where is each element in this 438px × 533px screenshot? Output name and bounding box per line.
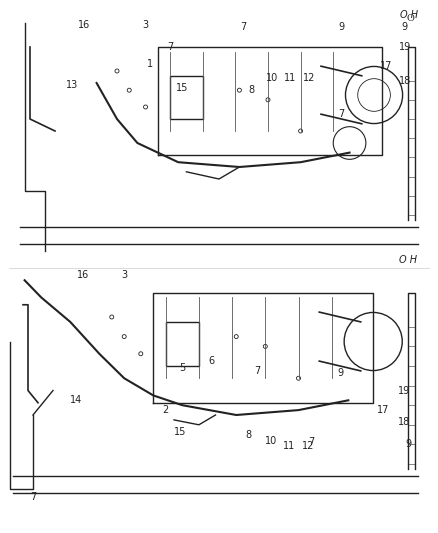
Text: 5: 5: [179, 364, 185, 374]
Circle shape: [234, 335, 238, 338]
Circle shape: [263, 344, 267, 349]
Text: 9: 9: [406, 439, 412, 449]
Text: O H: O H: [399, 10, 418, 20]
Text: 7: 7: [167, 42, 173, 52]
Circle shape: [139, 352, 143, 356]
Text: 18: 18: [399, 76, 411, 86]
Text: 15: 15: [174, 427, 187, 437]
Text: 9: 9: [337, 368, 343, 378]
Text: 7: 7: [308, 437, 314, 447]
Text: 8: 8: [246, 430, 252, 440]
Text: 2: 2: [162, 405, 169, 415]
Text: 15: 15: [176, 83, 188, 93]
Text: 12: 12: [303, 73, 315, 83]
Text: 6: 6: [208, 356, 215, 366]
Text: 13: 13: [66, 80, 78, 91]
Text: 17: 17: [380, 61, 392, 71]
Text: 7: 7: [240, 22, 247, 32]
Text: 11: 11: [284, 73, 297, 83]
Text: 18: 18: [398, 417, 410, 427]
Text: 7: 7: [254, 366, 260, 376]
Circle shape: [127, 88, 131, 92]
Text: 10: 10: [266, 73, 278, 83]
Text: 17: 17: [378, 405, 390, 415]
Text: 1: 1: [147, 59, 153, 69]
Circle shape: [144, 105, 148, 109]
Circle shape: [110, 315, 114, 319]
Text: 7: 7: [30, 492, 36, 502]
Text: 9: 9: [402, 22, 408, 32]
Text: 10: 10: [265, 435, 278, 446]
Circle shape: [122, 335, 126, 338]
Text: 11: 11: [283, 441, 296, 451]
Text: O H: O H: [399, 255, 417, 265]
Text: 7: 7: [338, 109, 345, 119]
Circle shape: [115, 69, 119, 73]
Text: 19: 19: [398, 385, 410, 395]
Text: 8: 8: [249, 85, 255, 95]
Text: 12: 12: [302, 441, 314, 451]
Text: O: O: [407, 14, 415, 23]
Text: 3: 3: [142, 20, 148, 30]
Text: 14: 14: [71, 395, 83, 405]
Circle shape: [237, 88, 241, 92]
Text: 3: 3: [121, 270, 127, 280]
Text: 16: 16: [77, 270, 89, 280]
Text: 9: 9: [338, 22, 344, 32]
Circle shape: [266, 98, 270, 102]
Circle shape: [297, 376, 300, 380]
Text: 16: 16: [78, 20, 91, 30]
Text: 19: 19: [399, 42, 411, 52]
Circle shape: [299, 129, 303, 133]
